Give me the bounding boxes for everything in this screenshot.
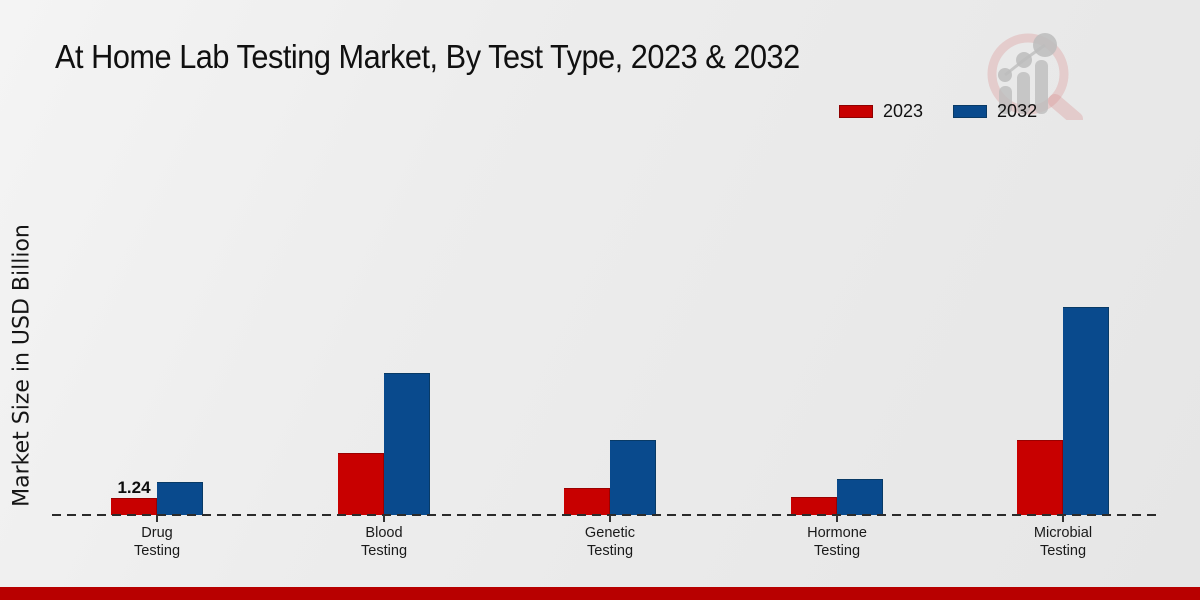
x-category-label-microbial-testing: Microbial Testing <box>1033 524 1093 559</box>
bar-2032-microbial-testing <box>1063 307 1109 515</box>
bar-2032-genetic-testing <box>610 440 656 515</box>
legend-swatch-2032 <box>953 105 988 118</box>
legend: 2023 2032 <box>839 101 1037 122</box>
footer-accent-bar <box>0 587 1200 600</box>
x-category-label-blood-testing: Blood Testing <box>360 524 407 559</box>
bar-2032-drug-testing <box>157 482 203 515</box>
x-axis-tick-genetic-testing <box>609 515 611 522</box>
bar-2023-hormone-testing <box>790 497 837 515</box>
x-axis-tick-drug-testing <box>156 515 158 522</box>
bar-value-label-2023-drug-testing: 1.24 <box>117 478 151 497</box>
brand-watermark-icon <box>987 33 1083 120</box>
bar-2023-microbial-testing <box>1017 440 1063 515</box>
legend-label: 2032 <box>997 101 1038 121</box>
x-category-label-drug-testing: Drug Testing <box>133 524 181 559</box>
legend-label: 2023 <box>883 101 924 121</box>
x-category-label-hormone-testing: Hormone Testing <box>806 524 867 559</box>
bar-2023-genetic-testing <box>564 488 610 515</box>
legend-item-2023: 2023 <box>839 101 923 122</box>
x-category-label-genetic-testing: Genetic Testing <box>584 524 636 559</box>
x-axis-tick-microbial-testing <box>1062 515 1064 522</box>
chart-title: At Home Lab Testing Market, By Test Type… <box>55 38 800 75</box>
x-axis-line <box>52 514 1158 516</box>
bar-2023-blood-testing <box>337 453 384 515</box>
legend-item-2032: 2032 <box>953 101 1037 122</box>
x-axis-tick-blood-testing <box>382 515 385 522</box>
legend-swatch-2023 <box>839 105 873 118</box>
x-axis-tick-hormone-testing <box>835 515 838 522</box>
bar-2023-drug-testing <box>111 498 157 515</box>
bar-2032-hormone-testing <box>836 479 883 515</box>
bar-2032-blood-testing <box>383 373 430 515</box>
